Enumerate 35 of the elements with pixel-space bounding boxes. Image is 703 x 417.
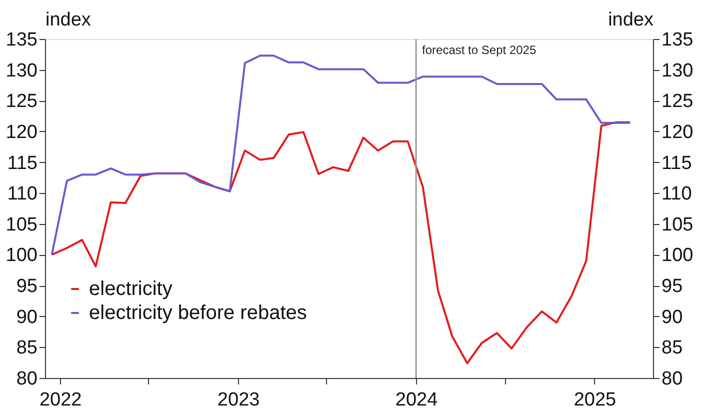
y-tick-label: 105 [6,214,38,236]
y-tick-label: 95 [16,276,38,298]
y-tick-label: 135 [6,30,38,50]
y-tick-label: 85 [16,338,38,359]
y2-tick-label: 130 [662,60,694,82]
y-tick-label: 120 [6,122,38,143]
x-tick-label: 2024 [395,390,438,410]
y2-tick-label: 85 [662,338,683,359]
x-tick-label: 2022 [39,390,82,410]
y2-tick-label: 135 [662,30,694,50]
x-tick-label: 2023 [217,390,260,410]
y2-tick-label: 115 [662,152,692,174]
line-series [50,54,632,256]
legend-label: electricity [89,278,172,300]
y2-tick-label: 80 [662,368,683,390]
ref-line-label: forecast to Sept 2025 [422,43,536,57]
y-tick-label: 125 [6,91,38,112]
y2-tick-label: 120 [662,122,694,143]
y2-tick-label: 95 [662,276,683,298]
y2-tick-label: 100 [662,245,694,266]
y2-tick-label: 110 [662,184,692,205]
y-tick-label: 115 [7,152,38,174]
y2-axis-title: index [608,10,654,30]
y-axis-title: index [46,10,92,30]
legend-label: electricity before rebates [89,302,307,324]
y-tick-label: 110 [7,184,38,205]
y2-tick-label: 125 [662,91,694,112]
y2-tick-label: 105 [662,214,694,236]
y-tick-label: 130 [6,60,38,82]
y2-tick-label: 90 [662,306,683,328]
y-tick-label: 80 [16,368,38,390]
x-tick-label: 2025 [574,390,616,410]
line-series [50,121,632,364]
y-tick-label: 100 [6,245,38,266]
y-tick-label: 90 [16,306,38,328]
